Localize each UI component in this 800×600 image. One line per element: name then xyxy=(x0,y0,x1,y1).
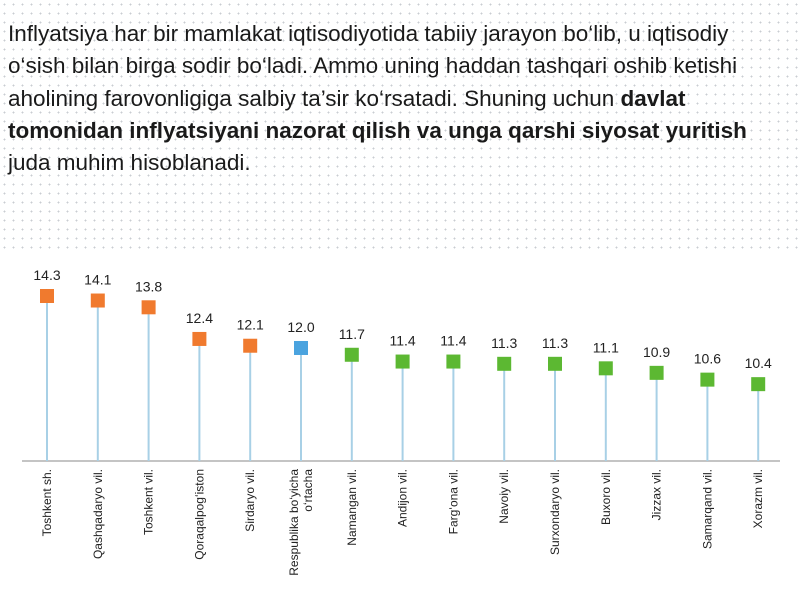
inflation-lollipop-chart: 14.3 Toshkent sh. 14.1 Qashqadaryo vil. 13.8… xyxy=(22,267,780,576)
value-label: 10.6 xyxy=(694,351,721,367)
category-label-line: Namangan vil. xyxy=(345,469,359,546)
category-label-line: Jizzax vil. xyxy=(650,469,664,520)
value-label: 13.8 xyxy=(135,278,162,294)
category-label: Farg‘ona vil. xyxy=(446,469,460,534)
category-label: Qashqadaryo vil. xyxy=(91,469,105,559)
value-label: 10.9 xyxy=(643,344,670,360)
paragraph-text-end: juda muhim hisoblanadi. xyxy=(8,150,251,176)
category-label: Qoraqalpog‘iston xyxy=(192,469,206,560)
category-label: Respublika bo‘yicha o‘rtacha xyxy=(287,469,315,576)
value-label: 11.3 xyxy=(542,335,568,351)
paragraph-bold-phrase: davlat tomonidan inflyatsiyani nazorat q… xyxy=(8,85,747,143)
category-label: Toshkent sh. xyxy=(40,469,54,536)
category-label-line: Surxondaryo vil. xyxy=(548,469,562,555)
value-label: 12.4 xyxy=(186,310,213,326)
lollipop-marker xyxy=(700,372,715,387)
lollipop-marker xyxy=(548,356,562,371)
category-label: Sirdaryo vil. xyxy=(243,469,257,532)
category-label-line: Xorazm vil. xyxy=(751,469,765,528)
category-label: Surxondaryo vil. xyxy=(548,469,562,555)
category-label-line: Samarqand vil. xyxy=(700,469,714,549)
paragraph-text-start: Inflyatsiya har bir mamlakat iqtisodiyot… xyxy=(8,21,738,111)
lollipop-marker xyxy=(649,365,664,380)
lollipop-marker xyxy=(192,331,207,346)
category-label: Andijon vil. xyxy=(396,469,410,527)
lollipop-marker xyxy=(344,347,359,362)
value-label: 10.4 xyxy=(745,355,772,371)
category-label: Buxoro vil. xyxy=(599,469,613,525)
category-label: Navoiy vil. xyxy=(497,469,511,524)
category-label: Namangan vil. xyxy=(345,469,359,546)
category-label-line: Qashqadaryo vil. xyxy=(91,469,105,559)
value-label: 11.1 xyxy=(593,339,619,355)
value-label: 14.1 xyxy=(84,272,111,288)
lollipop-marker xyxy=(40,289,54,303)
value-label: 11.7 xyxy=(339,326,365,342)
category-label-line: o‘rtacha xyxy=(301,469,315,512)
category-label-line: Buxoro vil. xyxy=(599,469,613,525)
lollipop-marker xyxy=(598,361,613,376)
lollipop-marker xyxy=(751,377,766,392)
category-label: Jizzax vil. xyxy=(650,469,664,520)
lollipop-marker xyxy=(90,293,105,308)
category-label-line: Toshkent sh. xyxy=(40,469,54,536)
category-label-line: Farg‘ona vil. xyxy=(446,469,460,534)
chart-area: 14.3 Toshkent sh. 14.1 Qashqadaryo vil. 13.8… xyxy=(0,250,800,600)
lollipop-marker xyxy=(446,354,461,369)
lollipop-marker xyxy=(395,354,410,369)
category-label-line: Qoraqalpog‘iston xyxy=(192,469,206,560)
value-label: 12.1 xyxy=(237,317,264,333)
category-label: Samarqand vil. xyxy=(700,469,714,549)
value-label: 12.0 xyxy=(287,319,314,335)
category-label-line: Toshkent vil. xyxy=(142,469,156,535)
value-label: 11.3 xyxy=(491,335,517,351)
lollipop-marker xyxy=(294,340,308,355)
category-label-line: Sirdaryo vil. xyxy=(243,469,257,532)
value-label: 11.4 xyxy=(440,333,466,349)
intro-paragraph: Inflyatsiya har bir mamlakat iqtisodiyot… xyxy=(8,18,788,179)
category-label-line: Navoiy vil. xyxy=(497,469,511,524)
lollipop-marker xyxy=(497,356,512,371)
category-label: Xorazm vil. xyxy=(751,469,765,528)
value-label: 14.3 xyxy=(33,267,60,283)
category-label-line: Respublika bo‘yicha xyxy=(287,469,301,576)
value-label: 11.4 xyxy=(389,333,415,349)
lollipop-marker xyxy=(243,338,258,353)
category-label: Toshkent vil. xyxy=(142,469,156,535)
lollipop-marker xyxy=(141,300,156,315)
category-label-line: Andijon vil. xyxy=(396,469,410,527)
